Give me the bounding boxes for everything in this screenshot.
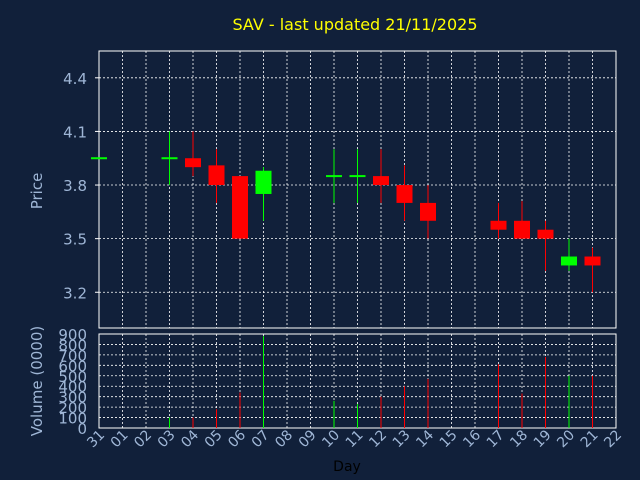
price-tick-label: 4.4	[63, 70, 87, 88]
price-tick-label: 4.1	[63, 123, 87, 141]
volume-tick-label: 100	[58, 410, 87, 428]
chart-title: SAV - last updated 21/11/2025	[232, 15, 477, 34]
candle	[185, 131, 201, 177]
candle-body	[514, 220, 530, 239]
volume-tick-label: 200	[58, 399, 87, 417]
candle	[349, 149, 366, 203]
price-axis-label: Price	[28, 173, 46, 210]
x-tick-labels: 31 01 02 03 04 05 06 07 08 09 10 11 12 13 14 15 16 17 18 19…	[84, 427, 625, 451]
candle-body	[584, 256, 601, 266]
volume-tick-label: 900	[58, 326, 87, 344]
candle	[232, 176, 248, 239]
candle	[490, 202, 507, 239]
candle-body	[490, 220, 507, 230]
price-tick-label: 3.2	[63, 284, 87, 302]
price-tick-label: 3.8	[63, 177, 87, 195]
volume-tick-label: 500	[58, 368, 87, 386]
candle-body	[373, 176, 389, 186]
volume-tick-label: 700	[58, 347, 87, 365]
candle	[514, 201, 530, 239]
candle	[161, 131, 178, 186]
volume-axis-label: Volume (0000)	[28, 326, 46, 436]
volume-tick-label: 800	[58, 336, 87, 354]
volume-tick-label: 400	[58, 378, 87, 396]
volume-tick-label: 0	[77, 420, 87, 438]
candle-body	[208, 165, 225, 186]
candle-body	[255, 170, 272, 194]
candle-body	[537, 229, 554, 239]
candle	[584, 247, 601, 293]
candle	[208, 149, 225, 203]
x-axis-label: Day	[333, 459, 361, 475]
candle-body	[420, 202, 436, 221]
candle-body	[185, 158, 201, 168]
volume-tick-label: 300	[58, 389, 87, 407]
candle-body	[232, 176, 248, 239]
candle-body	[396, 185, 413, 203]
candle	[326, 149, 342, 203]
candle	[420, 185, 436, 239]
candle	[537, 220, 554, 271]
candle	[373, 149, 389, 203]
price-panel: 4.4 4.1 3.8 3.5 3.2	[63, 50, 617, 329]
price-tick-label: 3.5	[63, 231, 87, 249]
candle	[255, 167, 272, 221]
volume-tick-label: 600	[58, 357, 87, 375]
candle	[396, 165, 413, 221]
candle	[561, 238, 577, 271]
candle-body	[561, 256, 577, 266]
